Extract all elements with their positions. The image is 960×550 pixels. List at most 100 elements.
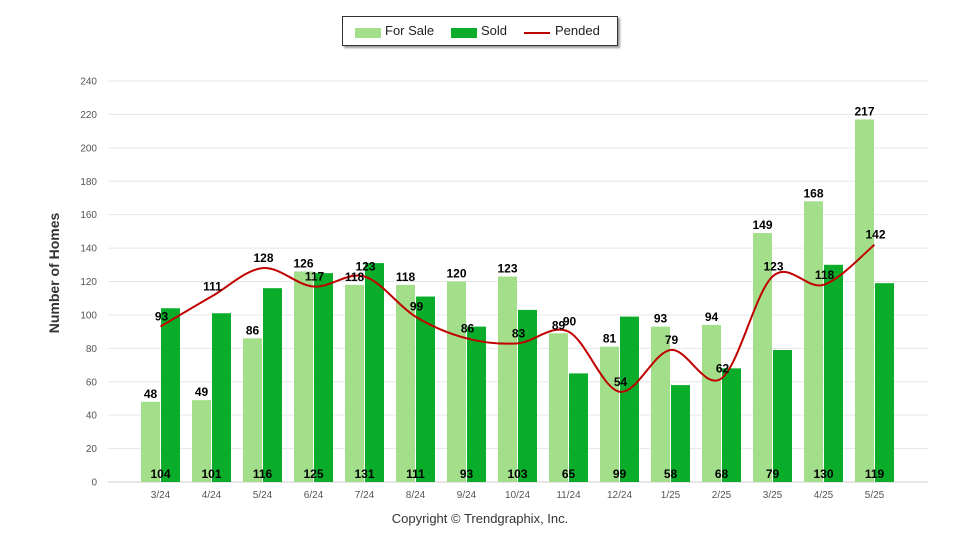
data-label-sold: 99 <box>613 467 627 481</box>
data-label-for-sale: 89 <box>552 318 566 332</box>
y-tick-label: 240 <box>80 77 97 88</box>
bar-sold <box>212 313 231 482</box>
x-tick-label: 3/24 <box>151 490 171 501</box>
data-label-pended: 128 <box>253 251 273 265</box>
data-label-for-sale: 120 <box>446 267 466 281</box>
data-labels: 48 104 49 101 86 116 126 125 118 131 118 111 120 93 12… <box>144 104 886 481</box>
data-label-for-sale: 86 <box>246 323 260 337</box>
y-tick-label: 80 <box>86 344 98 355</box>
data-label-for-sale: 168 <box>803 186 823 200</box>
data-label-sold: 131 <box>354 467 374 481</box>
data-label-sold: 65 <box>562 467 576 481</box>
bar-sold <box>824 264 843 482</box>
data-label-pended: 90 <box>563 315 577 329</box>
x-tick-label: 2/25 <box>712 490 732 501</box>
bar-sold <box>263 288 282 482</box>
bar-for-sale <box>447 281 466 482</box>
data-label-pended: 79 <box>665 333 679 347</box>
bar-sold <box>671 385 690 482</box>
data-label-pended: 117 <box>305 270 325 284</box>
x-tick-label: 6/24 <box>304 490 324 501</box>
bar-for-sale <box>549 333 568 482</box>
y-tick-label: 100 <box>80 310 97 321</box>
data-label-sold: 104 <box>150 467 170 481</box>
bar-for-sale <box>855 119 874 482</box>
data-label-pended: 62 <box>716 361 730 375</box>
y-tick-label: 160 <box>80 210 97 221</box>
data-label-for-sale: 149 <box>752 218 772 232</box>
data-label-pended: 118 <box>815 268 835 282</box>
data-label-pended: 142 <box>865 228 885 242</box>
x-tick-label: 4/24 <box>202 490 222 501</box>
pended-line <box>159 243 876 393</box>
bar-sold <box>314 273 333 482</box>
bar-sold <box>365 263 384 482</box>
copyright-text: Copyright © Trendgraphix, Inc. <box>391 511 569 526</box>
bar-sold <box>518 309 537 482</box>
bar-sold <box>773 350 792 482</box>
y-tick-label: 180 <box>80 177 97 188</box>
x-tick-label: 12/24 <box>607 490 632 501</box>
y-axis-label: Number of Homes <box>46 212 62 334</box>
bar-for-sale <box>345 284 364 482</box>
x-tick-label: 8/24 <box>406 490 426 501</box>
data-label-pended: 123 <box>763 259 783 273</box>
bar-for-sale <box>600 346 619 482</box>
data-label-pended: 93 <box>155 310 169 324</box>
bar-for-sale <box>141 401 160 482</box>
data-label-pended: 54 <box>614 375 628 389</box>
data-label-for-sale: 217 <box>854 104 874 118</box>
data-label-pended: 83 <box>512 326 526 340</box>
bar-sold <box>161 308 180 482</box>
x-axis-ticks: 3/24 4/24 5/24 6/24 7/24 8/24 9/24 10/24 11/24 12… <box>151 490 885 501</box>
data-label-sold: 101 <box>201 467 221 481</box>
bar-for-sale <box>702 324 721 482</box>
data-label-sold: 93 <box>460 467 474 481</box>
bar-for-sale <box>243 338 262 482</box>
data-label-for-sale: 48 <box>144 387 158 401</box>
bar-sold <box>875 283 894 482</box>
x-tick-label: 11/24 <box>556 490 581 501</box>
data-label-sold: 125 <box>303 467 323 481</box>
x-tick-label: 1/25 <box>661 490 681 501</box>
legend-label-pended: Pended <box>555 23 600 38</box>
legend-label-for-sale: For Sale <box>385 23 435 38</box>
x-tick-label: 10/24 <box>505 490 530 501</box>
y-tick-label: 220 <box>80 110 97 121</box>
data-label-sold: 111 <box>406 467 425 481</box>
bar-for-sale <box>396 284 415 482</box>
y-tick-label: 40 <box>86 411 98 422</box>
data-label-for-sale: 81 <box>603 332 617 346</box>
bar-for-sale <box>192 400 211 482</box>
bar-for-sale <box>498 276 517 482</box>
data-label-for-sale: 93 <box>654 312 668 326</box>
pended-line-layer <box>159 243 876 393</box>
x-tick-label: 7/24 <box>355 490 375 501</box>
legend-label-sold: Sold <box>481 23 508 38</box>
data-label-sold: 116 <box>253 467 273 481</box>
data-label-for-sale: 94 <box>705 310 719 324</box>
data-label-sold: 58 <box>664 467 678 481</box>
data-label-pended: 86 <box>461 321 475 335</box>
legend: For Sale Sold Pended <box>342 16 618 46</box>
data-label-for-sale: 123 <box>497 261 517 275</box>
legend-swatch-sold <box>451 28 477 38</box>
data-label-for-sale: 118 <box>396 270 416 284</box>
bar-sold <box>722 368 741 482</box>
x-tick-label: 5/24 <box>253 490 273 501</box>
bar-sold <box>569 373 588 482</box>
x-tick-label: 5/25 <box>865 490 885 501</box>
data-label-sold: 79 <box>766 467 780 481</box>
y-axis-ticks: 0 20 40 60 80 100 120 140 160 180 200 220 240 <box>80 77 97 489</box>
x-tick-label: 3/25 <box>763 490 783 501</box>
data-label-sold: 68 <box>715 467 729 481</box>
bar-sold <box>620 316 639 482</box>
data-label-for-sale: 118 <box>345 270 365 284</box>
y-tick-label: 140 <box>80 244 97 255</box>
bars <box>141 119 894 483</box>
data-label-sold: 103 <box>507 467 527 481</box>
y-tick-label: 20 <box>86 444 98 455</box>
data-label-sold: 119 <box>865 467 885 481</box>
data-label-pended: 111 <box>203 280 222 294</box>
